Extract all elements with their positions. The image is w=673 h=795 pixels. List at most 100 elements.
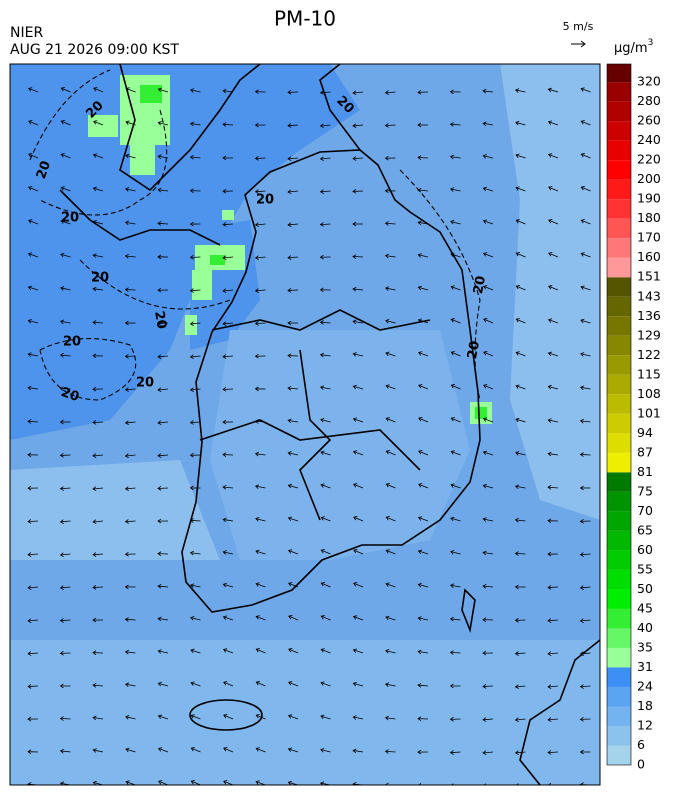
wind-arrow: [92, 650, 104, 656]
wind-arrow: [352, 648, 364, 654]
wind-arrow: [189, 354, 201, 360]
wind-arrow: [189, 188, 201, 194]
wind-arrow: [547, 318, 559, 324]
wind-arrow: [353, 582, 364, 588]
wind-arrow: [580, 352, 591, 357]
wind-arrow: [157, 87, 169, 93]
colorbar-label: 55: [637, 561, 653, 576]
wind-arrow: [352, 90, 364, 96]
wind-arrow: [515, 384, 526, 390]
colorbar-swatch: [607, 277, 631, 297]
wind-arrow: [223, 714, 234, 720]
wind-arrow: [28, 186, 39, 192]
wind-arrow: [579, 716, 591, 722]
wind-arrow: [124, 551, 136, 557]
wind-arrow: [27, 716, 39, 722]
colorbar-label: 136: [637, 308, 661, 323]
wind-arrow: [254, 386, 266, 392]
wind-arrow: [189, 550, 201, 556]
wind-arrow: [580, 87, 591, 93]
wind-arrow: [579, 452, 591, 457]
wind-arrow: [124, 453, 136, 459]
wind-arrow: [27, 318, 39, 324]
wind-arrow: [189, 221, 201, 227]
wind-arrow: [92, 585, 104, 590]
colorbar-label: 143: [637, 288, 661, 303]
wind-arrow: [352, 156, 364, 161]
wind-arrow: [60, 153, 71, 159]
wind-arrow: [255, 681, 266, 687]
colorbar-label: 180: [637, 210, 661, 225]
wind-arrow: [27, 485, 39, 491]
wind-arrow: [483, 318, 494, 324]
colorbar: 0 6 12 18 24 31 35 40 45 50 55 60 65 70 75 81 87 94 101 108…: [606, 63, 661, 772]
colorbar-label: 60: [637, 542, 653, 557]
wind-arrow: [580, 120, 591, 126]
colorbar-label: 115: [637, 366, 661, 381]
wind-arrow: [124, 682, 136, 687]
wind-arrow: [254, 222, 266, 228]
colorbar-swatch: [607, 355, 631, 375]
wind-arrow: [547, 451, 559, 457]
wind-arrow: [27, 585, 39, 591]
colorbar-frame: [606, 63, 632, 766]
wind-arrow: [254, 321, 266, 326]
wind-arrow: [189, 121, 201, 127]
wind-arrow: [125, 187, 136, 192]
wind-arrow: [27, 285, 39, 291]
wind-arrow: [59, 748, 71, 754]
wind-arrow: [482, 617, 494, 623]
wind-arrow: [124, 420, 136, 426]
wind-arrow: [92, 519, 104, 525]
colorbar-swatch: [607, 160, 631, 180]
wind-arrow: [385, 649, 396, 654]
wind-arrow: [384, 749, 396, 754]
wind-arrow: [60, 186, 71, 192]
wind-arrow: [288, 582, 299, 588]
wind-arrow: [579, 651, 591, 656]
wind-arrow: [319, 254, 331, 260]
wind-arrow: [547, 717, 559, 722]
wind-arrow: [92, 617, 104, 623]
wind-arrow: [254, 122, 266, 128]
wind-arrow: [449, 122, 461, 127]
wind-arrow: [319, 352, 331, 358]
colorbar-label: 151: [637, 269, 661, 284]
wind-arrow: [59, 519, 71, 525]
colorbar-swatch: [607, 238, 631, 258]
wind-arrow: [580, 285, 591, 291]
wind-arrow: [254, 255, 266, 261]
wind-arrow: [189, 452, 201, 458]
wind-arrow: [449, 750, 461, 755]
wind-arrow: [353, 483, 364, 489]
wind-arrow: [352, 319, 364, 325]
colorbar-label: 260: [637, 113, 661, 128]
wind-field: [27, 87, 591, 785]
wind-arrow: [28, 120, 39, 126]
wind-arrow: [92, 715, 104, 721]
wind-arrow: [125, 747, 136, 753]
wind-arrow: [124, 387, 136, 392]
wind-arrow: [287, 320, 299, 326]
wind-arrow: [157, 681, 169, 687]
wind-arrow: [27, 552, 39, 557]
wind-arrow: [417, 187, 429, 193]
wind-arrow: [59, 683, 71, 689]
wind-arrow: [320, 483, 331, 489]
wind-arrow: [287, 385, 299, 391]
wind-arrow: [59, 486, 71, 491]
wind-arrow: [483, 783, 493, 785]
wind-arrow: [157, 354, 169, 359]
wind-arrow: [92, 286, 104, 292]
unit-superscript: 3: [648, 38, 654, 48]
wind-arrow: [157, 583, 169, 589]
wind-arrow: [125, 87, 136, 93]
wind-arrow: [157, 120, 169, 126]
wind-arrow: [59, 319, 71, 325]
contour-label: 20: [136, 376, 154, 391]
colorbar-label: 190: [637, 191, 661, 206]
wind-arrow: [385, 516, 396, 522]
wind-arrow: [515, 153, 526, 159]
colorbar-label: 40: [637, 620, 653, 635]
wind-arrow: [482, 417, 494, 423]
